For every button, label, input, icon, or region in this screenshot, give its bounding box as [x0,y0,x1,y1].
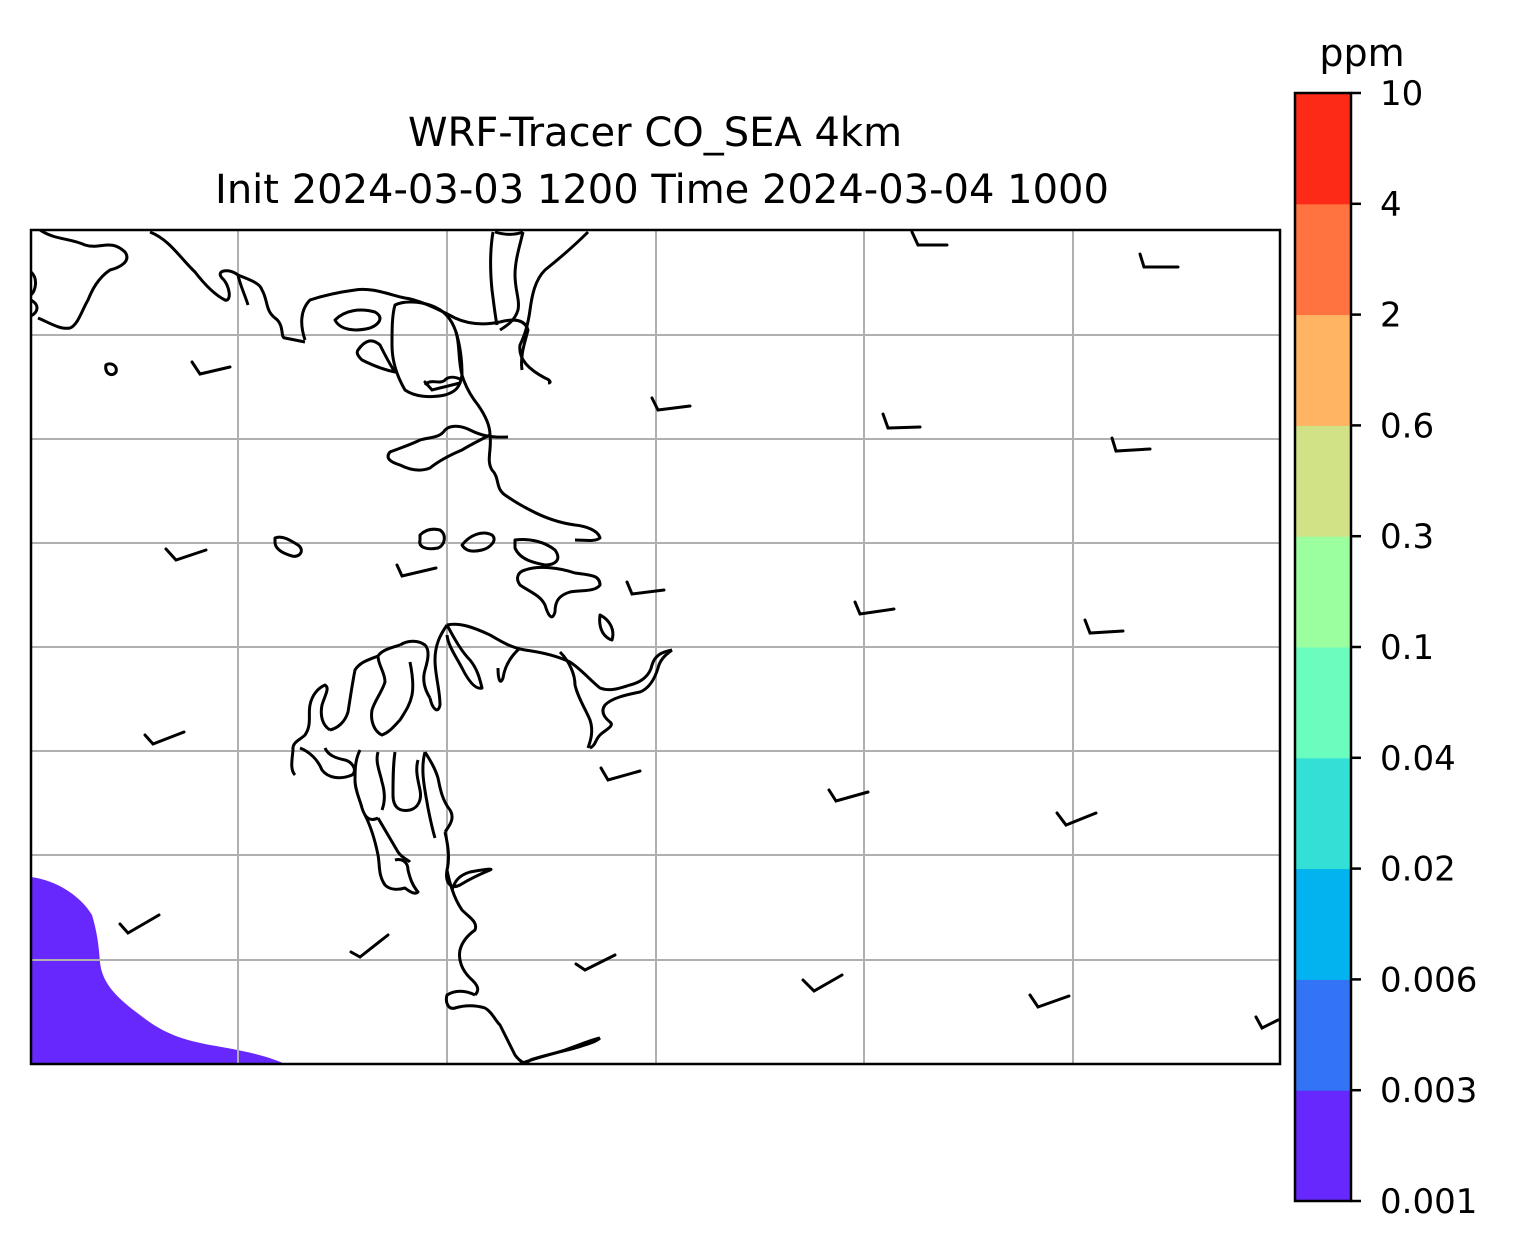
colorbar-tick-label: 0.003 [1380,1071,1477,1111]
colorbar-units-label: ppm [1319,31,1404,75]
colorbar-tick-label: 0.04 [1380,739,1456,779]
map-panel [29,228,1282,1066]
colorbar-tick-label: 0.1 [1380,628,1434,668]
map-frame [29,228,1282,1066]
colorbar-segment [1295,314,1351,426]
wind-barbs [118,230,1280,1030]
colorbar-tick-label: 2 [1380,296,1402,336]
colorbar-segment [1295,203,1351,316]
colorbar-tick-label: 10 [1380,74,1423,114]
colorbar-ticks: 0.001 0.003 0.006 0.02 0.04 0.1 0.3 0.6 2 4 10 [1351,74,1477,1222]
colorbar-segment [1295,1090,1351,1202]
colorbar-segment [1295,93,1351,205]
colorbar: 0.001 0.003 0.006 0.02 0.04 0.1 0.3 0.6 2 4 10 ppm [1293,31,1477,1222]
colorbar-tick-label: 0.6 [1380,406,1434,446]
colorbar-segment [1295,757,1351,870]
map-title-line1: WRF-Tracer CO_SEA 4km [408,110,902,156]
colorbar-tick-label: 0.02 [1380,850,1456,890]
colorbar-tick-label: 0.001 [1380,1182,1477,1222]
colorbar-tick-label: 0.006 [1380,960,1477,1000]
colorbar-tick-label: 0.3 [1380,517,1434,557]
colorbar-tick-label: 4 [1380,185,1402,225]
colorbar-segment [1295,425,1351,537]
colorbar-segment [1295,647,1351,759]
colorbar-segment [1295,979,1351,1091]
tracer-shaded-region [31,877,285,1064]
colorbar-segment [1295,536,1351,648]
colorbar-segment [1295,868,1351,980]
gridlines [31,230,1280,1064]
map-title-line2: Init 2024-03-03 1200 Time 2024-03-04 100… [215,167,1109,213]
colorbar-segments [1295,93,1351,1202]
coastlines [31,230,673,1064]
